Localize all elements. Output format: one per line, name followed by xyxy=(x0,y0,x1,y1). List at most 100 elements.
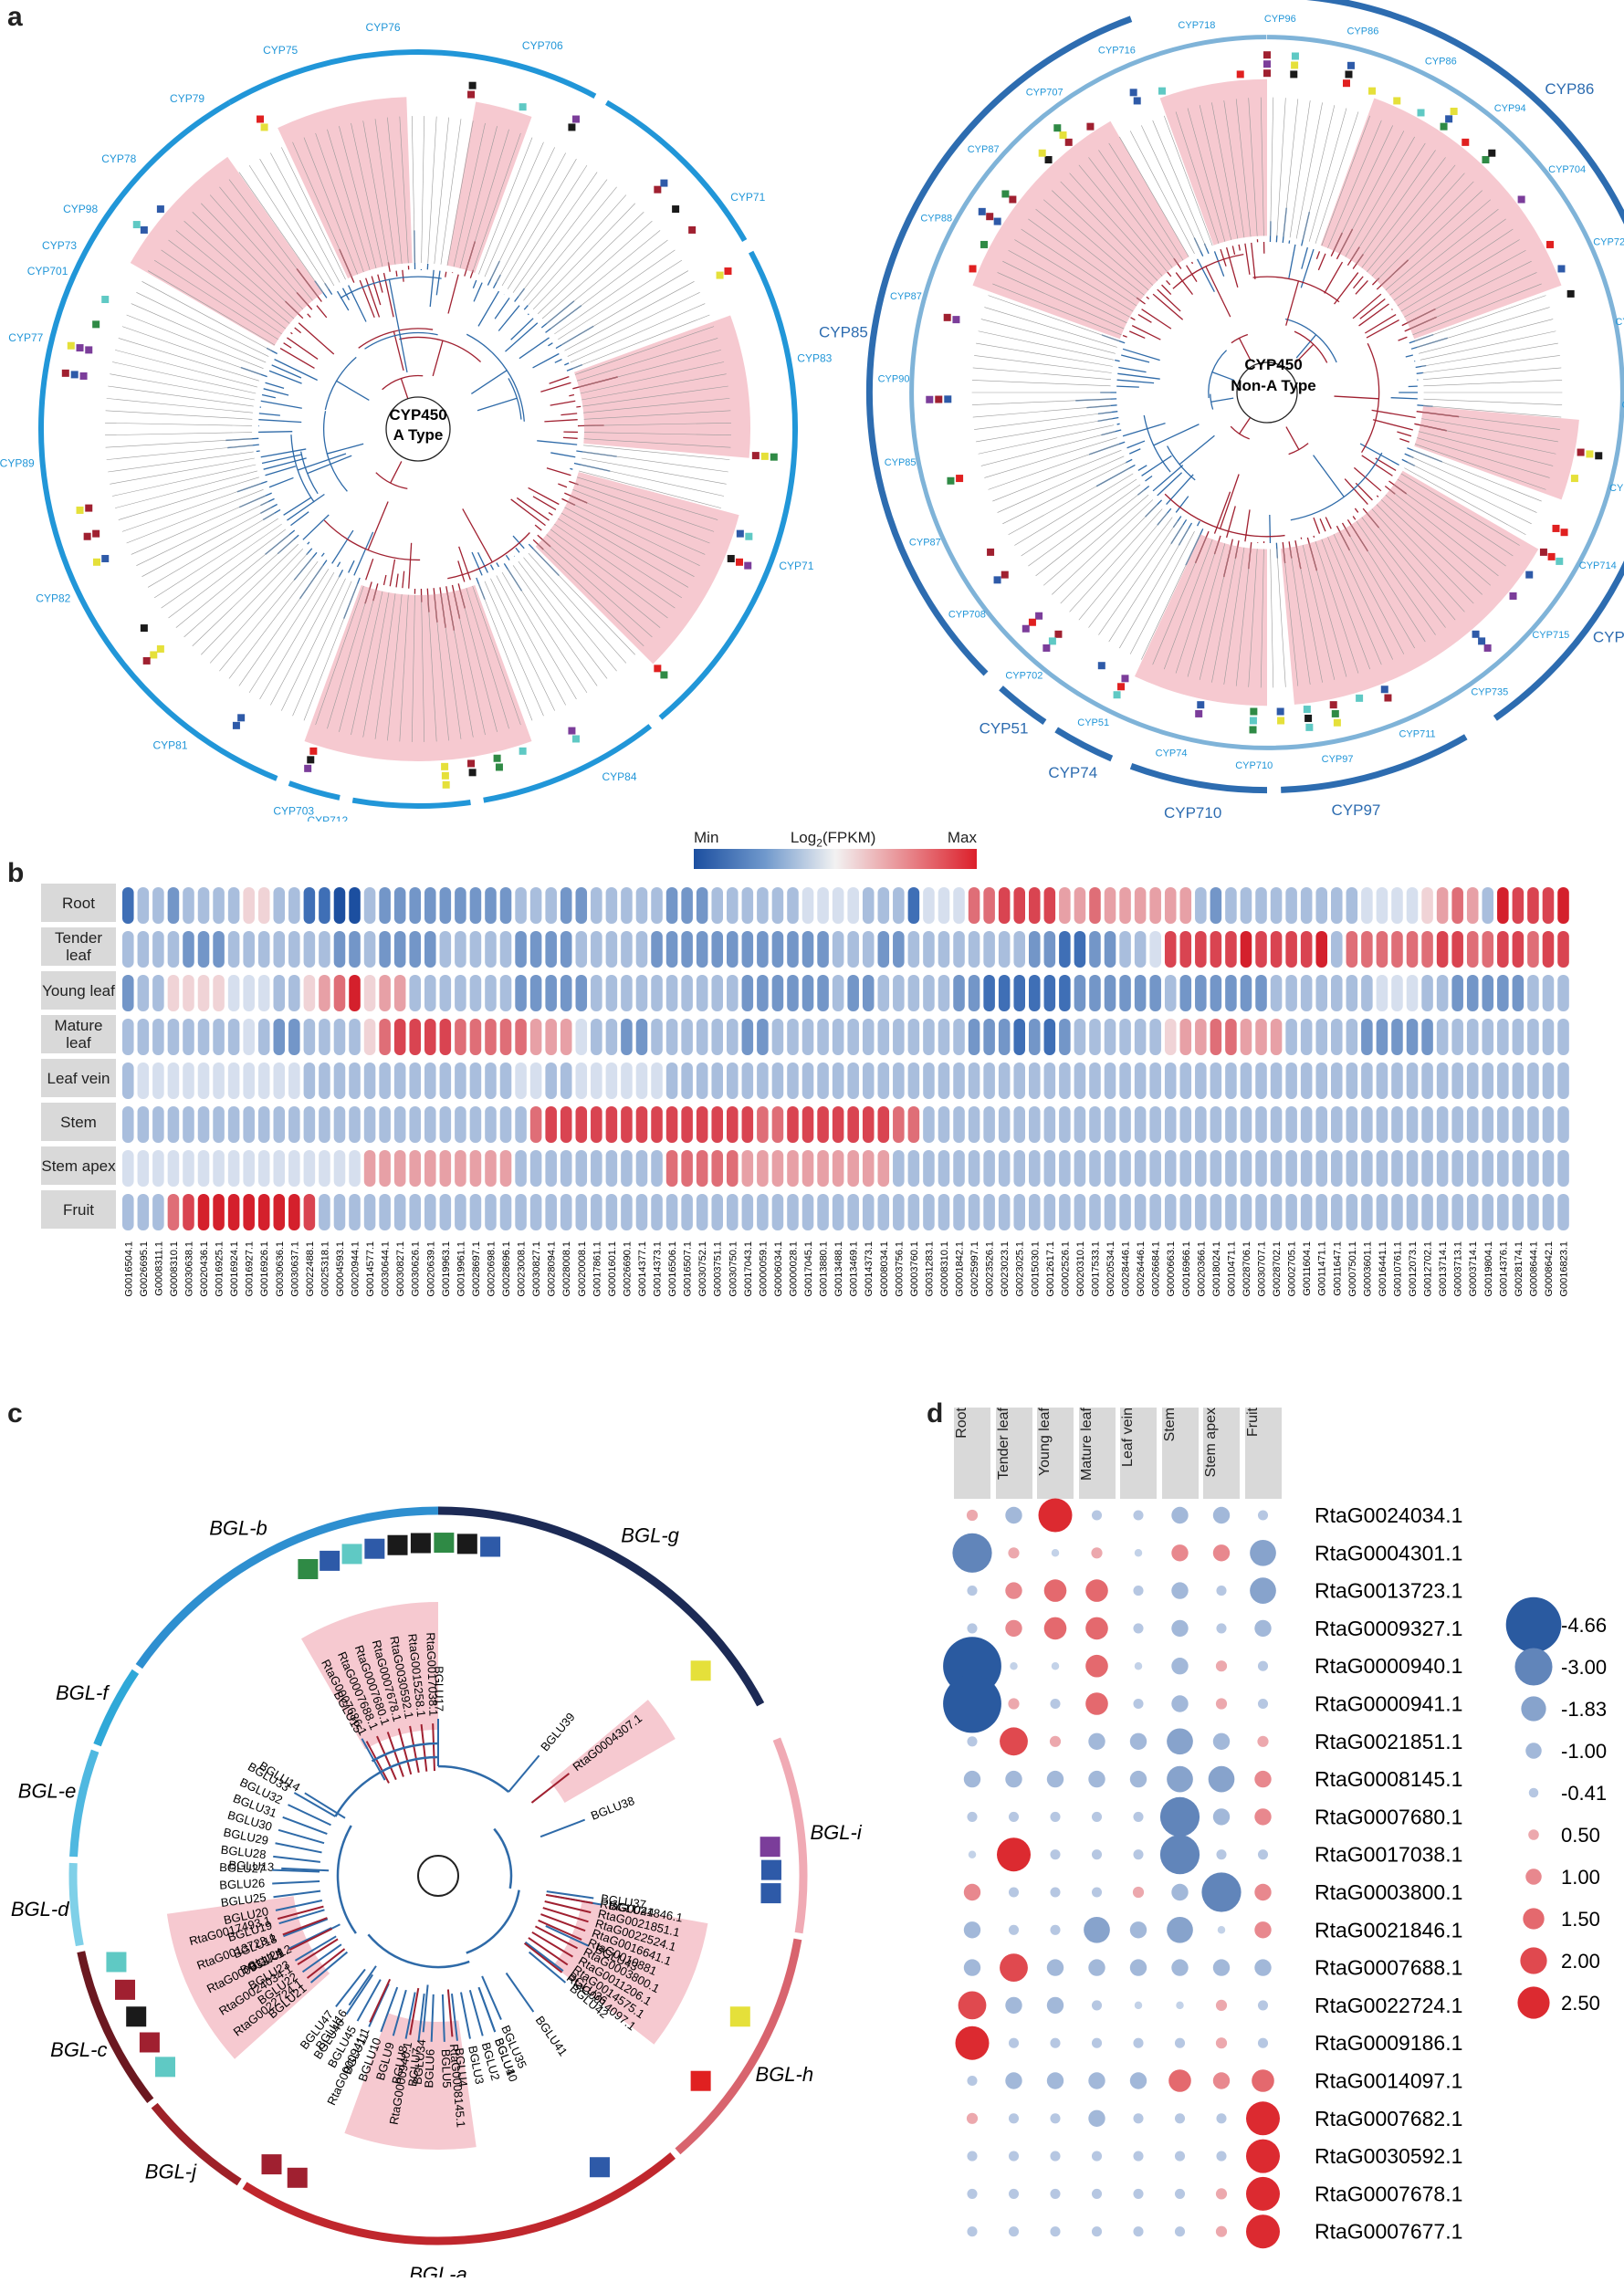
heatmap-cell xyxy=(1512,1106,1524,1143)
tree-b-clan-ring xyxy=(1129,763,1268,794)
heatmap-cell xyxy=(288,1106,300,1143)
heatmap-cell xyxy=(213,1194,225,1230)
tree-branch xyxy=(1161,284,1172,295)
tree-branch xyxy=(399,334,408,373)
tree-leaf-label xyxy=(434,117,449,264)
tree-leaf-label xyxy=(1152,120,1207,248)
tree-trait-square xyxy=(947,476,955,485)
dotplot-dot xyxy=(1250,1539,1276,1566)
heatmap-cell xyxy=(455,1194,466,1230)
heatmap-cell xyxy=(1361,1062,1373,1099)
heatmap-cell xyxy=(817,1194,829,1230)
tree-branch xyxy=(473,282,483,302)
dotplot-dot xyxy=(1216,1586,1227,1596)
heatmap-cell xyxy=(575,887,588,924)
heatmap-cell xyxy=(1255,887,1267,924)
heatmap-cell xyxy=(1346,1150,1358,1187)
tree-leaf-label xyxy=(1276,98,1286,236)
heatmap-cell xyxy=(1013,975,1025,1011)
heatmap-gene-label: RtaG0013469.1 xyxy=(849,1241,860,1296)
tree-branch xyxy=(331,529,354,564)
tree-leaf-label xyxy=(121,483,262,532)
heatmap-cell xyxy=(998,975,1011,1011)
heatmap-cell xyxy=(771,1194,784,1230)
bgl-leaf-label: BGLU38 xyxy=(589,1794,636,1823)
dotplot-dot xyxy=(1050,2188,1061,2199)
tree-branch xyxy=(258,419,302,424)
tree-branch xyxy=(263,388,289,396)
tree-b-clan-label: CYP51 xyxy=(980,720,1029,738)
tree-trait-square xyxy=(1556,557,1564,565)
tree-leaf-label xyxy=(490,578,555,711)
heatmap-cell xyxy=(319,1106,330,1143)
heatmap-gene-label: RtaG0016925.1 xyxy=(215,1241,225,1296)
tree-leaf-label xyxy=(1393,218,1506,301)
tree-leaf-label xyxy=(1417,307,1550,348)
tree-branch xyxy=(1398,336,1408,341)
heatmap-cell xyxy=(424,1062,436,1099)
heatmap-cell xyxy=(137,1062,150,1099)
heatmap-cell xyxy=(681,1194,693,1230)
heatmap-gene-label: RtaG0016506.1 xyxy=(667,1241,678,1296)
heatmap-cell xyxy=(167,1019,180,1055)
heatmap-cell xyxy=(907,1194,920,1230)
tree-branch xyxy=(1146,296,1150,300)
dotplot-gene-label: RtaG0000941.1 xyxy=(1315,1692,1462,1716)
tree-branch xyxy=(458,546,471,581)
tree-trait-square xyxy=(1263,69,1271,78)
heatmap-cell xyxy=(651,931,663,968)
tree-leaf-label xyxy=(580,361,725,394)
heatmap-gene-label: RtaG0012617.1 xyxy=(1045,1241,1056,1296)
tree-a-family-ring xyxy=(351,797,471,809)
dotplot-column-header: Mature leaf xyxy=(1078,1408,1116,1499)
heatmap-cell xyxy=(635,887,648,924)
dotplot-dot xyxy=(1000,1953,1028,1982)
tree-leaf-label xyxy=(550,239,668,330)
heatmap-cell xyxy=(1421,1150,1433,1187)
tree-branch xyxy=(353,531,374,576)
heatmap-cell xyxy=(319,1062,330,1099)
tree-leaf-label xyxy=(1422,355,1560,373)
dotplot-dot xyxy=(1174,2188,1186,2199)
tree-branch xyxy=(550,400,576,406)
heatmap-gene-label: RtaG0026446.1 xyxy=(1136,1241,1147,1296)
heatmap-cell xyxy=(1270,1062,1283,1099)
tree-leaf-label xyxy=(1302,544,1336,680)
heatmap-cell xyxy=(983,1062,995,1099)
dotplot-column-header: Young leaf xyxy=(1037,1408,1074,1499)
heatmap-gene-label: RtaG0030707.1 xyxy=(1257,1241,1268,1296)
heatmap-cell xyxy=(1542,1062,1555,1099)
bgl-branch xyxy=(441,1994,445,2042)
tree-branch xyxy=(1238,338,1252,361)
tree-a-family-label: CYP712 xyxy=(307,814,348,822)
tree-a-family-label: CYP76 xyxy=(366,21,401,34)
tree-leaf-label xyxy=(572,489,710,544)
heatmap-cell xyxy=(1376,1194,1388,1230)
tree-leaf-label xyxy=(583,422,731,426)
tree-trait-square xyxy=(1552,524,1560,532)
legend-min: Min xyxy=(694,829,719,846)
tree-trait-square xyxy=(1001,570,1009,579)
tree-leaf-label xyxy=(579,470,721,508)
heatmap-cell xyxy=(319,1150,330,1187)
tree-branch xyxy=(1141,455,1172,476)
dotplot-dot xyxy=(1215,1999,1228,2011)
tree-branch xyxy=(1251,242,1256,279)
heatmap-cell xyxy=(983,1019,995,1055)
dotplot-dot xyxy=(1171,1619,1189,1638)
heatmap-cell xyxy=(1210,931,1222,968)
heatmap-cell xyxy=(605,1106,618,1143)
bgl-branch xyxy=(446,1989,454,2037)
heatmap-cell xyxy=(1195,1106,1207,1143)
heatmap-cell xyxy=(122,931,134,968)
tree-branch xyxy=(1137,313,1152,323)
bgl-branch xyxy=(272,1869,320,1873)
heatmap-gene-label: RtaG0008642.1 xyxy=(1544,1241,1555,1296)
tree-branch xyxy=(548,342,553,347)
heatmap-cell xyxy=(137,1106,150,1143)
tree-leaf-label xyxy=(105,438,253,448)
heatmap-cell xyxy=(333,1150,346,1187)
heatmap-cell xyxy=(802,1062,814,1099)
tree-leaf-label xyxy=(1321,539,1371,670)
heatmap-cell xyxy=(1210,1062,1222,1099)
